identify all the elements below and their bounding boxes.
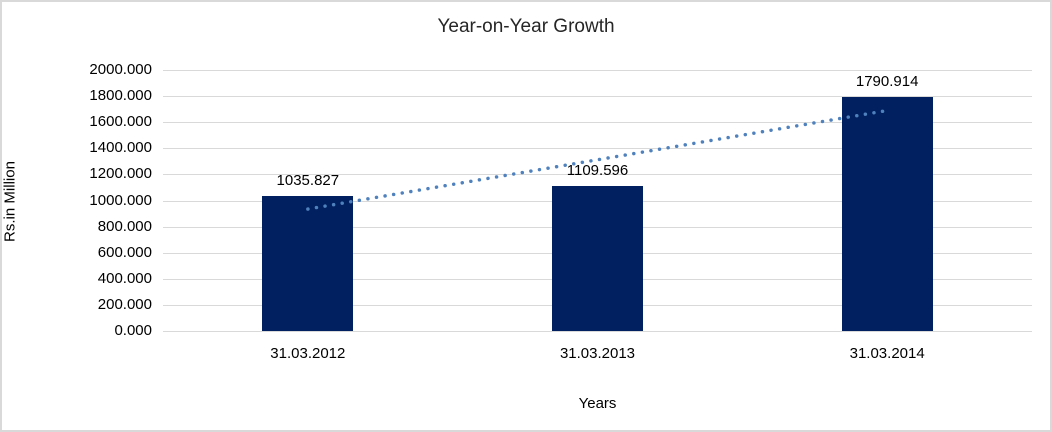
y-tick-label: 800.000 bbox=[97, 217, 152, 235]
bar-data-label: 1035.827 bbox=[276, 171, 340, 189]
bar bbox=[841, 97, 933, 331]
gridline bbox=[163, 331, 1032, 332]
bar bbox=[262, 195, 354, 331]
y-tick-label: 2000.000 bbox=[89, 61, 152, 78]
y-tick-label: 400.000 bbox=[97, 269, 152, 287]
x-tick-label: 31.03.2013 bbox=[559, 345, 636, 362]
y-tick-label: 1800.000 bbox=[89, 87, 152, 105]
y-tick-label: 600.000 bbox=[97, 243, 152, 261]
bar-data-label: 1790.914 bbox=[855, 73, 919, 91]
x-axis-title: Years bbox=[578, 395, 617, 412]
y-tick-label: 1600.000 bbox=[89, 113, 152, 131]
y-axis-title: Rs.in Million bbox=[1, 161, 19, 242]
gridline bbox=[163, 96, 1032, 98]
y-tick-label: 1200.000 bbox=[89, 165, 152, 183]
gridline bbox=[163, 70, 1032, 71]
y-tick-label: 1000.000 bbox=[89, 191, 152, 209]
bar-data-label: 1109.596 bbox=[566, 162, 629, 180]
x-tick-label: 31.03.2014 bbox=[849, 345, 925, 362]
y-tick-label: 1400.000 bbox=[89, 139, 152, 157]
x-tick-label: 31.03.2012 bbox=[270, 345, 346, 362]
y-tick-label: 200.000 bbox=[97, 295, 152, 313]
chart-title: Year-on-Year Growth bbox=[437, 16, 615, 37]
bar bbox=[552, 186, 643, 331]
y-tick-label: 0.000 bbox=[114, 322, 152, 339]
